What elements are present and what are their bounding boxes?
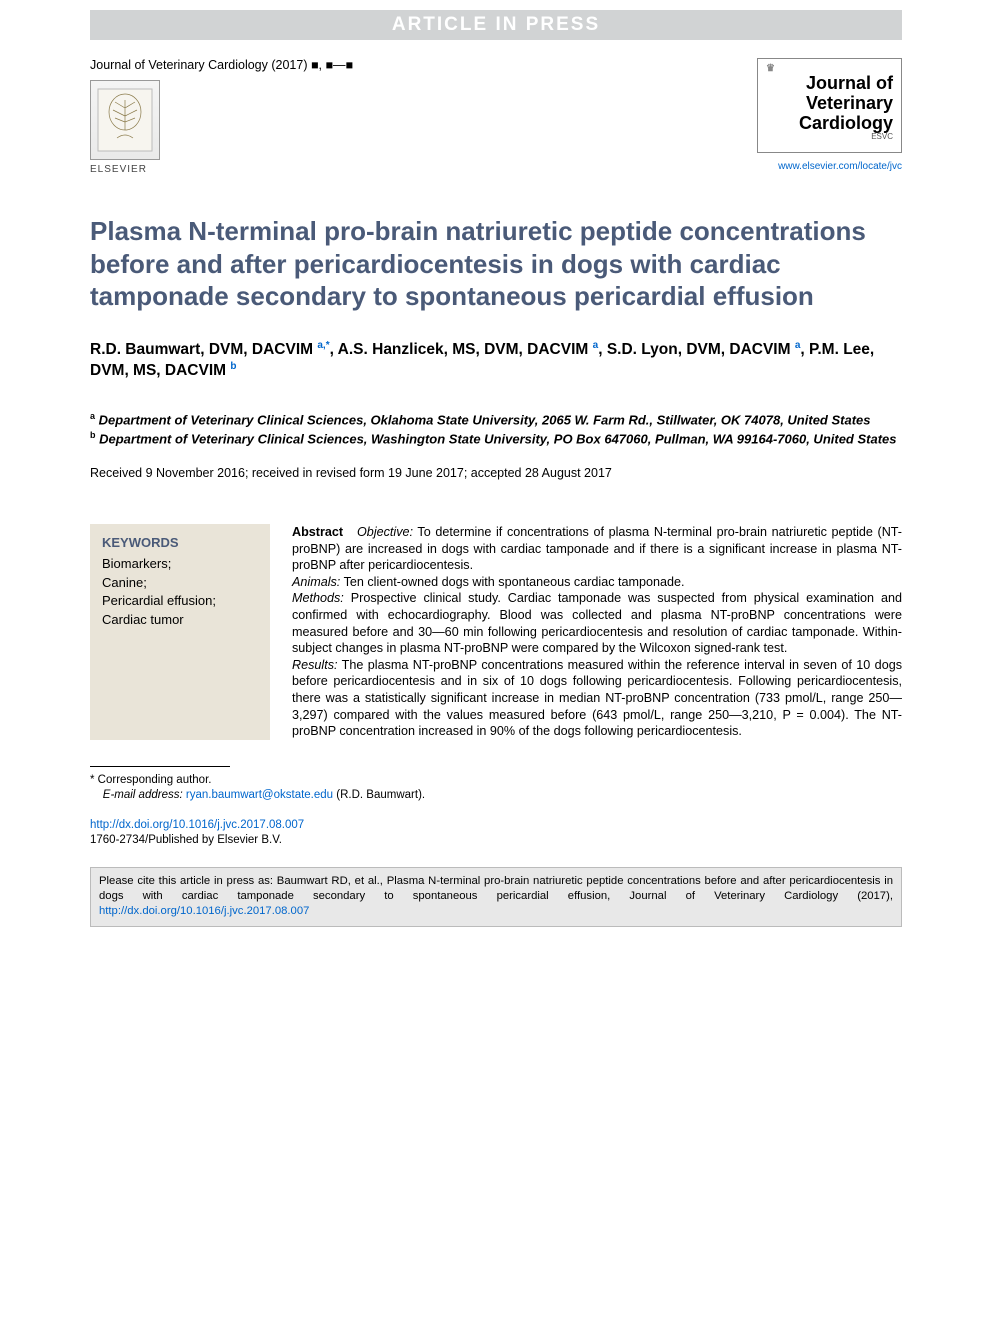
issn-line: 1760-2734/Published by Elsevier B.V. [90,834,282,846]
journal-name-line3: Cardiology [766,114,893,134]
keywords-box: KEYWORDS Biomarkers; Canine; Pericardial… [90,524,270,740]
authors-block: R.D. Baumwart, DVM, DACVIM a,*, A.S. Han… [90,339,902,383]
author-1-aff[interactable]: a, [317,340,325,351]
affiliation-b-text: Department of Veterinary Clinical Scienc… [99,431,896,446]
citation-box: Please cite this article in press as: Ba… [90,867,902,927]
citation-text: Please cite this article in press as: Ba… [99,875,893,902]
methods-text: Prospective clinical study. Cardiac tamp… [292,591,902,655]
corresponding-email-link[interactable]: ryan.baumwart@okstate.edu [186,789,333,801]
elsevier-tree-icon [90,80,160,160]
keywords-heading: KEYWORDS [102,534,258,553]
doi-link[interactable]: http://dx.doi.org/10.1016/j.jvc.2017.08.… [90,819,304,831]
abstract-label: Abstract [292,525,343,539]
corresponding-note: * Corresponding author. [90,773,902,789]
affiliation-a-text: Department of Veterinary Clinical Scienc… [99,413,871,428]
methods-label: Methods: [292,591,344,605]
affiliations-block: a Department of Veterinary Clinical Scie… [90,410,902,448]
keyword-item: Pericardial effusion; [102,592,258,611]
article-dates: Received 9 November 2016; received in re… [90,466,902,480]
author-1: R.D. Baumwart, DVM, DACVIM [90,341,313,358]
corresponding-author-block: * Corresponding author. E-mail address: … [90,773,902,804]
author-3: S.D. Lyon, DVM, DACVIM [607,341,791,358]
author-1-corresponding[interactable]: * [326,340,330,351]
journal-reference: Journal of Veterinary Cardiology (2017) … [90,58,353,72]
author-3-aff[interactable]: a [795,340,801,351]
keyword-item: Cardiac tumor [102,611,258,630]
citation-doi-link[interactable]: http://dx.doi.org/10.1016/j.jvc.2017.08.… [99,905,309,917]
journal-url-link[interactable]: www.elsevier.com/locate/jvc [757,161,902,172]
keyword-item: Canine; [102,574,258,593]
journal-logo-box: ♛ Journal of Veterinary Cardiology ESVC [757,58,902,153]
header-row: Journal of Veterinary Cardiology (2017) … [90,58,902,175]
keywords-abstract-row: KEYWORDS Biomarkers; Canine; Pericardial… [90,524,902,740]
author-2: A.S. Hanzlicek, MS, DVM, DACVIM [338,341,589,358]
abstract-block: Abstract Objective: To determine if conc… [292,524,902,740]
keyword-item: Biomarkers; [102,555,258,574]
animals-text: Ten client-owned dogs with spontaneous c… [340,575,684,589]
objective-label: Objective: [357,525,413,539]
footnote-separator [90,766,230,767]
email-tail: (R.D. Baumwart). [333,789,425,801]
author-4-aff[interactable]: b [230,361,236,372]
email-label: E-mail address: [103,789,183,801]
animals-label: Animals: [292,575,340,589]
article-in-press-banner: ARTICLE IN PRESS [90,10,902,40]
affiliation-a-sup: a [90,411,95,421]
results-text: The plasma NT-proBNP concentrations meas… [292,658,902,738]
affiliation-b-sup: b [90,430,96,440]
results-label: Results: [292,658,338,672]
header-right: ♛ Journal of Veterinary Cardiology ESVC … [757,58,902,172]
doi-block: http://dx.doi.org/10.1016/j.jvc.2017.08.… [90,818,902,849]
journal-name-line1: Journal of [766,74,893,94]
affiliation-b: b Department of Veterinary Clinical Scie… [90,429,902,448]
journal-society: ESVC [766,133,893,142]
publisher-name: ELSEVIER [90,164,353,175]
header-left: Journal of Veterinary Cardiology (2017) … [90,58,353,175]
article-title: Plasma N-terminal pro-brain natriuretic … [90,215,902,313]
affiliation-a: a Department of Veterinary Clinical Scie… [90,410,902,429]
page-container: Journal of Veterinary Cardiology (2017) … [0,58,992,947]
journal-name-line2: Veterinary [766,94,893,114]
author-2-aff[interactable]: a [593,340,599,351]
